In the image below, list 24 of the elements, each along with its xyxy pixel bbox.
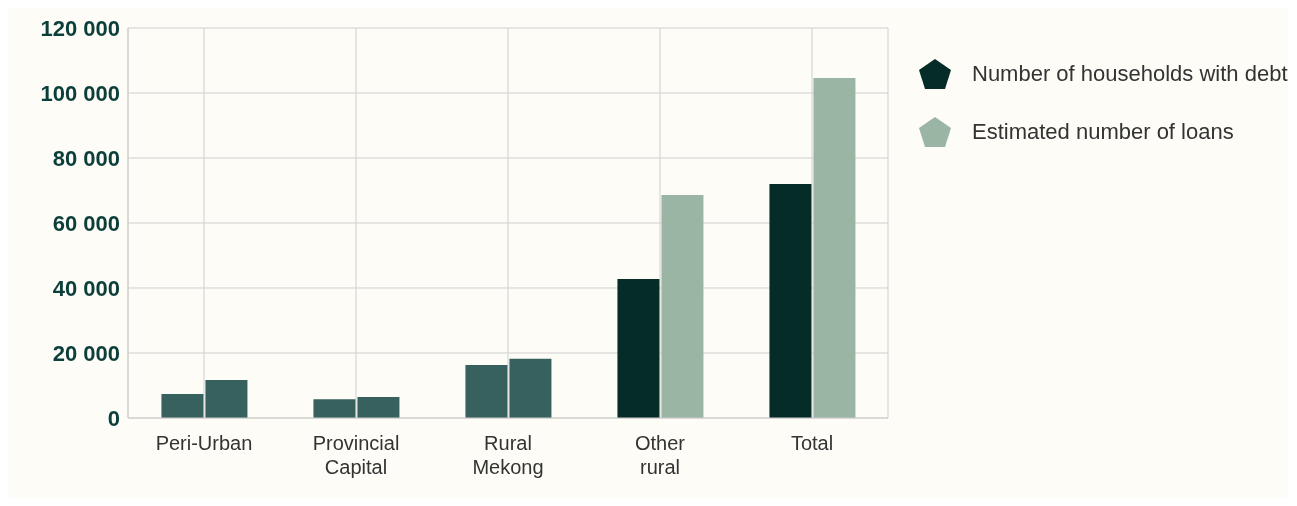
legend-label: Number of households with debt [972,61,1288,87]
bar [813,78,856,418]
y-tick-label: 60 000 [52,210,120,236]
y-tick-label: 80 000 [52,145,120,171]
y-tick-label: 0 [107,405,120,431]
x-tick-label: Rural Mekong [472,432,544,478]
bar [509,358,552,418]
x-tick-label: Provincial Capital [312,432,400,478]
x-tick-label: Other rural [634,432,686,478]
bar [357,396,400,418]
x-tick-label: Total [790,432,834,454]
bar [661,195,704,418]
y-tick-label: 100 000 [40,80,120,106]
bar [313,399,356,418]
bar [205,379,248,418]
bar [465,365,508,418]
y-tick-label: 40 000 [52,275,120,301]
x-tick-label: Peri-Urban [155,432,253,454]
y-tick-label: 20 000 [52,340,120,366]
bar [161,393,204,418]
bar [769,184,812,418]
bar [617,278,660,418]
legend-label: Estimated number of loans [972,119,1234,145]
y-tick-label: 120 000 [40,15,120,41]
